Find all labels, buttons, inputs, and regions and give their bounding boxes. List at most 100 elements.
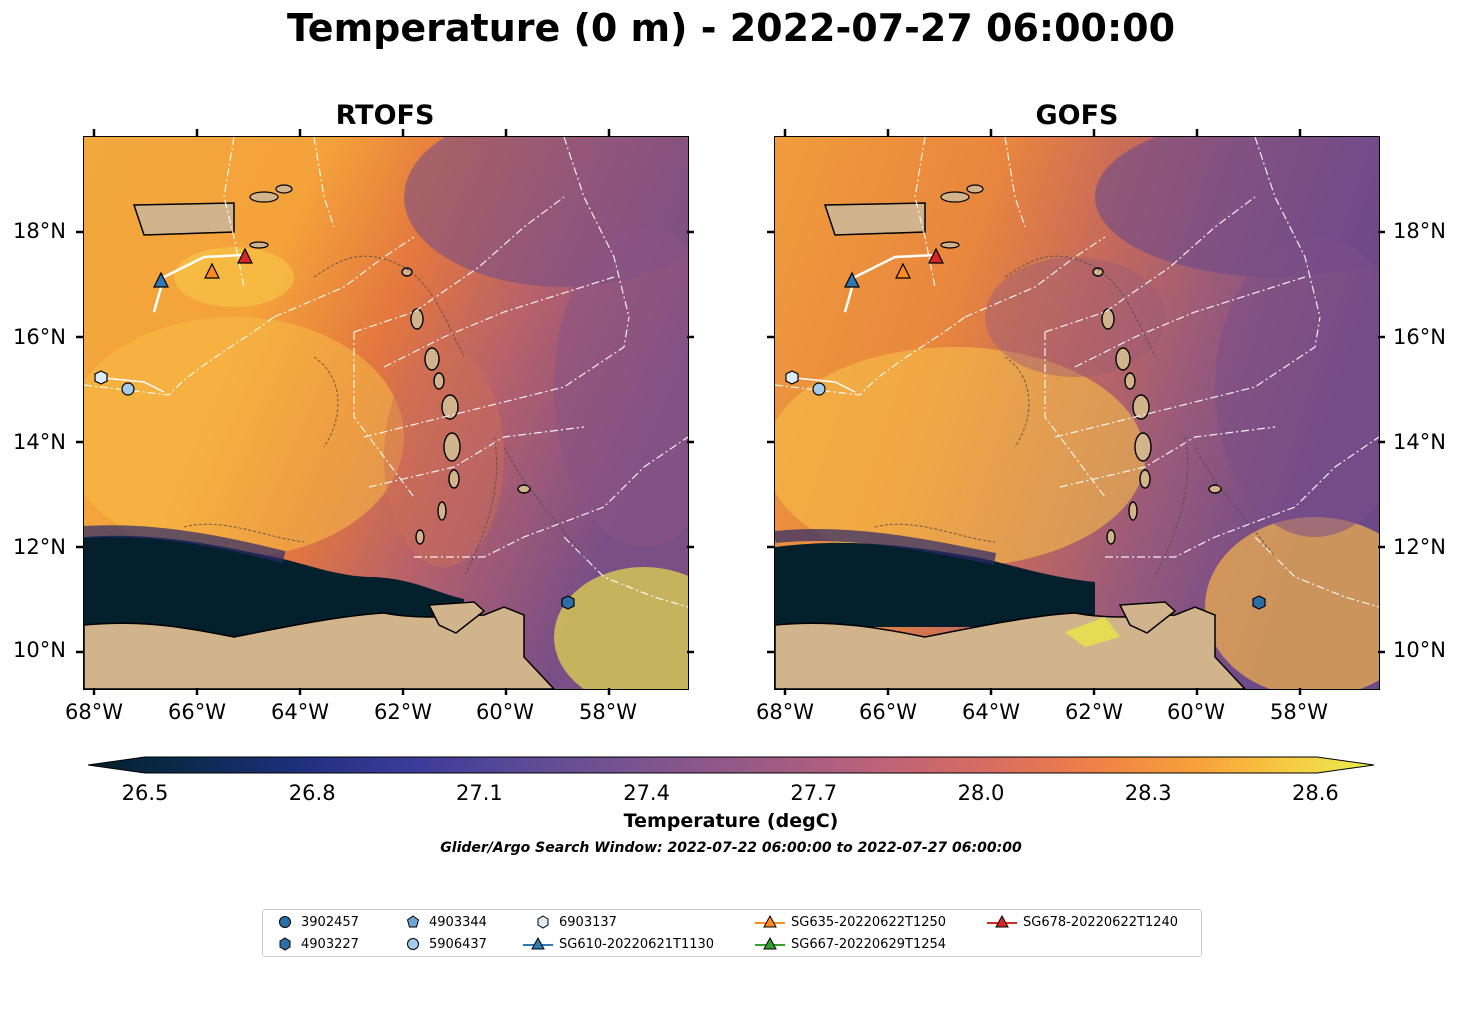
argo-4903227-marker[interactable]: [561, 595, 575, 610]
lat-label-16n: 16°N: [13, 325, 66, 349]
lat-label-18n: 18°N: [1393, 219, 1446, 243]
legend-label: SG667-20220629T1254: [791, 936, 947, 952]
legend-label: 6903137: [559, 914, 617, 930]
lon-label-58w: 58°W: [579, 700, 637, 724]
lon-label-66w: 66°W: [859, 700, 917, 724]
bathymetry-contours: [874, 255, 1276, 578]
legend: 3902457 4903227 4903344 5906437 6903137 SG610…: [262, 909, 1202, 957]
glider-track: [152, 253, 245, 313]
legend-marker-icon: [406, 915, 420, 928]
legend-item: SG667-20220629T1254: [755, 935, 946, 953]
lon-label-62w: 62°W: [374, 700, 432, 724]
lat-label-10n: 10°N: [1393, 638, 1446, 662]
lesser-antilles-land: [401, 267, 531, 545]
rtofs-map[interactable]: [83, 136, 689, 690]
cool-patch: [554, 227, 688, 547]
legend-item: 4903227: [275, 935, 359, 953]
colorbar-tick-label: 26.5: [121, 781, 169, 805]
sg635-marker[interactable]: [895, 262, 911, 279]
argo-track: [93, 376, 165, 393]
legend-label: SG610-20220621T1130: [559, 936, 715, 952]
legend-marker-icon: [987, 914, 1017, 928]
panel-title-rtofs: RTOFS: [335, 100, 435, 131]
sg678-marker[interactable]: [928, 247, 944, 264]
cold-band-edge: [775, 529, 997, 565]
legend-marker-icon: [755, 914, 785, 928]
warm-patch: [174, 247, 294, 307]
lon-label-62w: 62°W: [1065, 700, 1123, 724]
lat-label-18n: 18°N: [13, 219, 66, 243]
lon-label-58w: 58°W: [1270, 700, 1328, 724]
lon-label-66w: 66°W: [168, 700, 226, 724]
warm-patch: [775, 347, 1145, 567]
lat-label-14n: 14°N: [13, 430, 66, 454]
legend-item: SG678-20220622T1240: [987, 913, 1178, 931]
figure-title: Temperature (0 m) - 2022-07-27 06:00:00: [286, 6, 1176, 50]
gofs-map[interactable]: [774, 136, 1380, 690]
colorbar-tick-label: 28.3: [1124, 781, 1172, 805]
cold-band-edge: [84, 525, 286, 563]
legend-item: SG635-20220622T1250: [755, 913, 946, 931]
argo-track: [784, 376, 856, 393]
colorbar-tick-label: 28.6: [1292, 781, 1339, 805]
colorbar-ramp: [87, 756, 1375, 774]
legend-label: SG678-20220622T1240: [1023, 914, 1179, 930]
cold-band: [775, 542, 1095, 627]
virgin-islands-land: [940, 184, 984, 249]
warm-patch: [84, 317, 404, 557]
glider-track: [843, 253, 936, 313]
legend-marker-icon: [279, 937, 291, 951]
lon-label-64w: 64°W: [962, 700, 1020, 724]
colorbar: [87, 756, 1375, 774]
legend-label: 5906437: [429, 936, 487, 952]
legend-marker-icon: [755, 936, 785, 950]
legend-label: 4903344: [429, 914, 487, 930]
rtofs-map-canvas: [84, 137, 688, 689]
argo-6903137-marker[interactable]: [94, 370, 108, 385]
panel-title-gofs: GOFS: [1035, 100, 1119, 131]
legend-marker-icon: [537, 915, 549, 929]
lon-label-68w: 68°W: [65, 700, 123, 724]
legend-item: 3902457: [275, 913, 359, 931]
legend-item: SG610-20220621T1130: [523, 935, 714, 953]
trinidad-land: [427, 601, 486, 634]
cool-patch: [1215, 237, 1379, 537]
legend-item: 6903137: [533, 913, 617, 931]
legend-label: SG635-20220622T1250: [791, 914, 947, 930]
colorbar-tick-label: 28.0: [957, 781, 1005, 805]
eez-boundaries: [84, 137, 688, 608]
lon-label-64w: 64°W: [271, 700, 329, 724]
sg610-marker[interactable]: [844, 271, 860, 288]
search-window-note: Glider/Argo Search Window: 2022-07-22 06…: [440, 840, 1022, 856]
colorbar-tick-label: 27.7: [790, 781, 838, 805]
argo-4903227-marker[interactable]: [1252, 595, 1266, 610]
lat-label-12n: 12°N: [1393, 535, 1446, 559]
argo-6903137-marker[interactable]: [785, 370, 799, 385]
cool-patch: [985, 257, 1165, 377]
legend-marker-icon: [407, 938, 419, 950]
lon-label-60w: 60°W: [1167, 700, 1225, 724]
lat-label-12n: 12°N: [13, 535, 66, 559]
sg635-marker[interactable]: [204, 262, 220, 279]
gulf-of-paria: [1065, 617, 1120, 647]
lon-label-60w: 60°W: [476, 700, 534, 724]
lat-label-10n: 10°N: [13, 638, 66, 662]
virgin-islands-land: [249, 184, 293, 249]
sg678-marker[interactable]: [237, 247, 253, 264]
legend-label: 3902457: [301, 914, 359, 930]
sg610-marker[interactable]: [153, 271, 169, 288]
trinidad-land: [1118, 601, 1177, 634]
lat-label-16n: 16°N: [1393, 325, 1446, 349]
legend-item: 5906437: [403, 935, 487, 953]
legend-label: 4903227: [301, 936, 359, 952]
legend-marker-icon: [523, 936, 553, 950]
argo-5906437-marker[interactable]: [812, 382, 826, 396]
legend-marker-icon: [279, 916, 291, 928]
argo-5906437-marker[interactable]: [121, 382, 135, 396]
warm-patch: [384, 347, 504, 567]
colorbar-tick-label: 26.8: [288, 781, 336, 805]
colorbar-tick-label: 27.4: [623, 781, 670, 805]
colorbar-tick-label: 27.1: [456, 781, 503, 805]
lon-label-68w: 68°W: [756, 700, 814, 724]
